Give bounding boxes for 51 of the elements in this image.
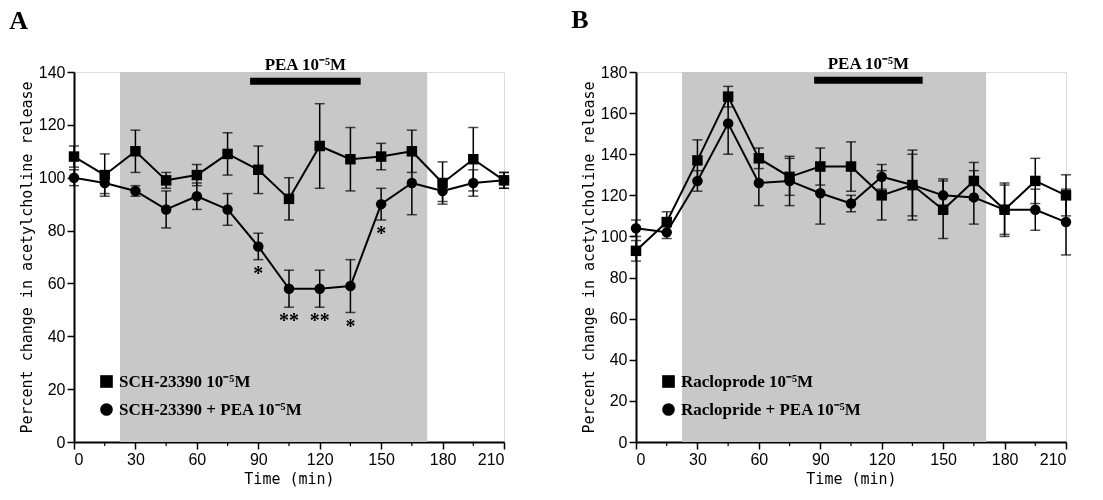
- x-tick-label: 150: [368, 450, 396, 468]
- chart-title: A: [9, 6, 29, 36]
- series-label: PEA 10⁻⁵M: [827, 54, 910, 74]
- x-tick-label: 0: [636, 450, 646, 468]
- y-tick-label: 60: [609, 310, 628, 328]
- x-tick-label: 180: [429, 450, 457, 468]
- y-tick-label: 40: [47, 327, 66, 345]
- x-tick-label: 210: [477, 450, 505, 468]
- legend-label: Racloprode 10⁻⁵M: [681, 371, 814, 391]
- y-axis-title: Percent change in acetylcholine release: [17, 81, 36, 434]
- x-axis-title: Time (min): [244, 469, 335, 488]
- y-tick-label: 60: [47, 274, 66, 292]
- series-label: PEA 10⁻⁵M: [264, 55, 347, 75]
- x-tick-label: 90: [249, 450, 268, 468]
- annotation: *: [253, 261, 264, 284]
- x-tick-label: 210: [1039, 450, 1067, 468]
- chart-title: B: [571, 5, 589, 35]
- x-tick-label: 120: [306, 450, 334, 468]
- annotation: *: [376, 222, 387, 244]
- x-tick-label: 180: [991, 450, 1019, 468]
- y-axis-title: Percent change in acetylcholine release: [579, 81, 598, 434]
- y-tick-label: 40: [609, 351, 628, 369]
- x-axis-title: Time (min): [806, 469, 897, 488]
- annotation: *: [345, 314, 356, 337]
- y-tick-label: 0: [56, 433, 66, 451]
- x-tick-label: 90: [811, 450, 830, 468]
- x-tick-label: 0: [74, 450, 84, 468]
- y-tick-label: 0: [618, 433, 628, 451]
- annotation: **: [279, 309, 299, 332]
- y-tick-label: 100: [600, 227, 628, 245]
- annotation: **: [309, 309, 330, 332]
- x-tick-label: 30: [689, 450, 707, 468]
- legend-label: Raclopride + PEA 10⁻⁵M: [681, 399, 861, 419]
- x-tick-label: 30: [127, 450, 145, 468]
- y-tick-label: 120: [600, 186, 628, 204]
- x-tick-label: 60: [750, 450, 769, 468]
- legend-label: SCH-23390 + PEA 10⁻⁵M: [119, 399, 302, 419]
- legend-label: SCH-23390 10⁻⁵M: [119, 371, 251, 391]
- y-tick-label: 20: [47, 380, 66, 398]
- y-tick-label: 140: [600, 145, 628, 163]
- y-tick-label: 140: [38, 63, 66, 81]
- x-tick-label: 60: [188, 450, 207, 468]
- y-tick-label: 100: [38, 169, 66, 187]
- x-tick-label: 120: [868, 450, 896, 468]
- y-tick-label: 180: [600, 63, 628, 81]
- x-tick-label: 150: [930, 450, 958, 468]
- y-tick-label: 20: [609, 392, 628, 410]
- y-tick-label: 80: [47, 222, 66, 240]
- y-tick-label: 120: [38, 116, 66, 134]
- y-tick-label: 160: [600, 104, 628, 122]
- y-tick-label: 80: [609, 269, 628, 287]
